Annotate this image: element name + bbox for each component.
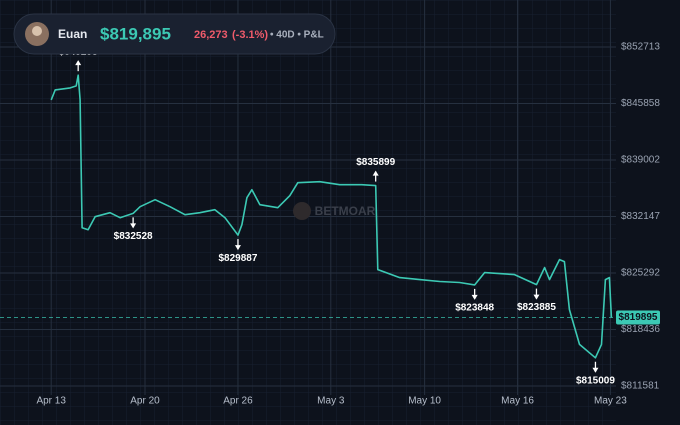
annotation-label: $823885 (517, 302, 556, 313)
annotation-arrowhead (592, 367, 599, 373)
watermark-logo (293, 202, 311, 220)
balance: $819,895 (100, 24, 171, 43)
annotation-label: $829887 (218, 253, 257, 264)
annotation-arrowhead (130, 223, 137, 229)
x-tick-label: Apr 26 (223, 396, 253, 407)
line (50, 74, 613, 359)
annotation-arrowhead (75, 60, 82, 66)
avatar-face (32, 26, 42, 36)
annotation-arrowhead (471, 294, 478, 300)
change-pct: (-3.1%) (232, 29, 268, 41)
change: 26,273 (194, 29, 228, 41)
current-label: $819895 (619, 312, 658, 323)
annotation-label: $815009 (576, 375, 615, 386)
x-tick-label: May 3 (317, 396, 345, 407)
annotation-label: $832528 (114, 231, 153, 242)
current-label-box (616, 310, 660, 325)
y-tick-label: $852713 (621, 42, 660, 53)
header-pill (13, 13, 336, 55)
y-tick-label: $811581 (621, 381, 660, 392)
y-tick-label: $818436 (621, 324, 660, 335)
annotation-label: $835899 (356, 157, 395, 168)
header: Euan $819,895 26,273 (-3.1%) • 40D • P&L (13, 13, 336, 55)
y-tick-label: $825292 (621, 268, 660, 279)
period: • 40D • P&L (270, 30, 324, 41)
x-tick-label: May 10 (408, 396, 441, 407)
x-tick-label: May 23 (594, 396, 627, 407)
x-tick-label: May 16 (501, 396, 534, 407)
annotation-arrowhead (372, 170, 379, 176)
x-tick-label: Apr 13 (36, 396, 66, 407)
y-tick-label: $839002 (621, 155, 660, 166)
annotation-arrowhead (533, 294, 540, 300)
watermark: BETMOAR (315, 204, 376, 218)
y-tick-label: $832147 (621, 211, 660, 222)
annotation-arrowhead (234, 245, 241, 251)
y-tick-label: $845858 (621, 98, 660, 109)
x-tick-label: Apr 20 (130, 396, 160, 407)
user-name: Euan (58, 27, 87, 41)
annotation-label: $823848 (455, 303, 494, 314)
